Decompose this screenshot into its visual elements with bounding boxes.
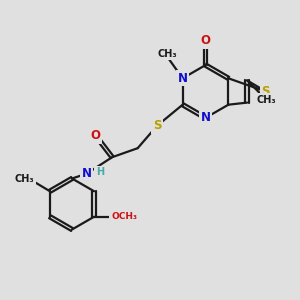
Text: O: O: [200, 34, 211, 47]
Text: OCH₃: OCH₃: [111, 212, 137, 221]
Text: CH₃: CH₃: [158, 49, 177, 59]
Text: CH₃: CH₃: [15, 174, 34, 184]
Text: S: S: [262, 85, 270, 98]
Text: S: S: [153, 119, 161, 132]
Text: N: N: [178, 72, 188, 85]
Text: CH₃: CH₃: [257, 95, 276, 105]
Text: H: H: [96, 167, 104, 177]
Text: N: N: [82, 167, 92, 180]
Text: N: N: [200, 111, 211, 124]
Text: O: O: [91, 129, 100, 142]
